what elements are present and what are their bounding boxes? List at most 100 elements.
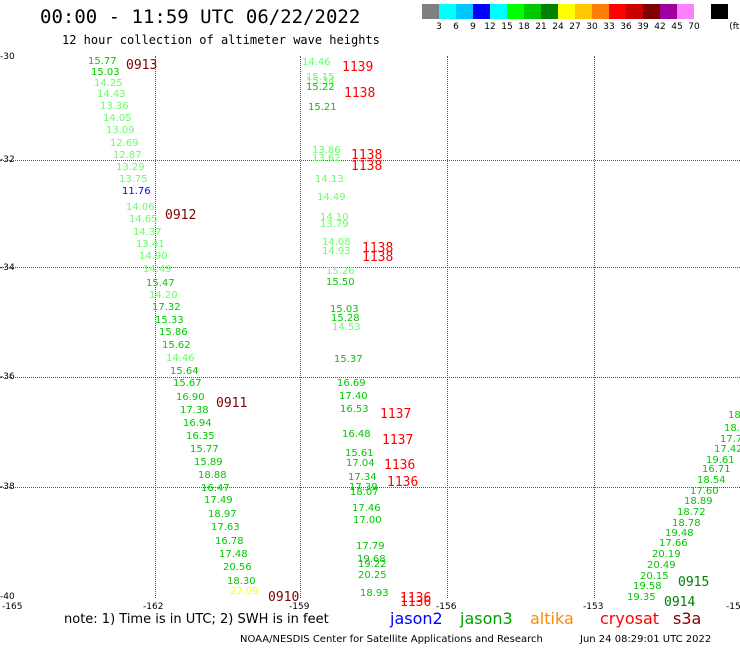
wave-height-value: 17.42 — [714, 444, 740, 455]
legend-swatch — [541, 4, 558, 19]
wave-height-value: 16.53 — [340, 404, 369, 415]
legend-label: 36 — [620, 22, 632, 32]
legend-label: 21 — [535, 22, 547, 32]
wave-height-value: 15.28 — [331, 313, 360, 324]
wave-height-value: 11.76 — [122, 186, 151, 197]
grid-line-horizontal — [0, 160, 740, 161]
wave-height-value: 16.35 — [186, 431, 215, 442]
wave-height-value: 13.36 — [100, 101, 129, 112]
track-time-label: 0910 — [268, 590, 300, 605]
wave-height-value: 19.68 — [357, 554, 386, 565]
lon-label: -153 — [583, 602, 604, 612]
wave-height-value: 18.30 — [227, 576, 256, 587]
legend-label: 18 — [518, 22, 530, 32]
wave-height-value: 18.88 — [198, 470, 227, 481]
track-time-label: 0914 — [664, 595, 696, 610]
wave-height-value: 16.47 — [201, 483, 230, 494]
satellite-name: jason2 — [390, 609, 443, 628]
wave-height-value: 16.71 — [702, 464, 731, 475]
legend-label: 45 — [671, 22, 683, 32]
track-time-label: 1138 — [351, 148, 383, 163]
track-time-label: 1137 — [380, 407, 412, 422]
wave-height-value: 16.69 — [337, 378, 366, 389]
wave-height-value: 18.72 — [677, 507, 706, 518]
legend-swatch — [592, 4, 609, 19]
legend-swatch — [456, 4, 473, 19]
wave-height-value: 15.77 — [88, 56, 117, 67]
lon-label: -162 — [143, 602, 164, 612]
lat-label: -38 — [0, 482, 15, 492]
wave-height-value: 15.61 — [345, 448, 374, 459]
wave-height-value: 18.89 — [684, 496, 713, 507]
legend-swatch — [677, 4, 694, 19]
grid-line-horizontal — [0, 377, 740, 378]
wave-height-value: 13.62 — [312, 153, 341, 164]
legend-swatch — [473, 4, 490, 19]
wave-height-value: 20.25 — [358, 570, 387, 581]
wave-height-value: 16.94 — [183, 418, 212, 429]
wave-height-value: 13.09 — [106, 125, 135, 136]
lon-label: -150 — [726, 602, 740, 612]
legend-label: 33 — [603, 22, 615, 32]
legend-label: 6 — [453, 22, 459, 32]
wave-height-value: 16.78 — [215, 536, 244, 547]
wave-height-value: 19.22 — [358, 559, 387, 570]
satellite-name: altika — [530, 609, 574, 628]
lat-label: -30 — [0, 52, 15, 62]
wave-height-value: 19.58 — [633, 581, 662, 592]
wave-height-value: 17.32 — [152, 302, 181, 313]
track-time-label: 0912 — [165, 208, 197, 223]
legend-swatch — [524, 4, 541, 19]
wave-height-value: 19.61 — [706, 455, 735, 466]
track-time-label: 1138 — [362, 241, 394, 256]
wave-height-value: 14.20 — [149, 290, 178, 301]
legend-label: 30 — [586, 22, 598, 32]
wave-height-value: 15.50 — [326, 277, 355, 288]
track-time-label: 0913 — [126, 58, 158, 73]
track-time-label: 1138 — [344, 86, 376, 101]
legend-label: 39 — [637, 22, 649, 32]
map-title: 00:00 - 11:59 UTC 06/22/2022 — [40, 6, 361, 28]
legend-swatch — [422, 4, 439, 19]
wave-height-value: 15.67 — [173, 378, 202, 389]
wave-height-value: 15.64 — [170, 366, 199, 377]
track-time-label: 0915 — [678, 575, 710, 590]
lat-label: -34 — [0, 263, 15, 273]
wave-height-value: 18.5 — [724, 423, 740, 434]
map-subtitle: 12 hour collection of altimeter wave hei… — [62, 33, 380, 47]
wave-height-value: 22.09 — [230, 586, 259, 597]
wave-height-value: 14.10 — [320, 212, 349, 223]
grid-line-vertical — [155, 56, 156, 598]
legend-swatch — [490, 4, 507, 19]
wave-height-value: 14.65 — [129, 214, 158, 225]
legend-swatch — [609, 4, 626, 19]
wave-height-value: 14.13 — [315, 174, 344, 185]
legend-swatch — [643, 4, 660, 19]
wave-height-value: 17.79 — [356, 541, 385, 552]
wave-height-value: 18.97 — [208, 509, 237, 520]
wave-height-value: 14.46 — [166, 353, 195, 364]
track-time-label: 1136 — [400, 595, 432, 610]
legend-swatch — [711, 4, 728, 19]
wave-height-value: 18.9 — [728, 410, 740, 421]
legend-swatch — [694, 4, 711, 19]
wave-height-value: 16.48 — [342, 429, 371, 440]
wave-height-value: 15.03 — [330, 304, 359, 315]
lon-label: -159 — [289, 602, 310, 612]
legend-label: 12 — [484, 22, 496, 32]
wave-height-value: 20.15 — [640, 571, 669, 582]
wave-height-value: 18.07 — [350, 487, 379, 498]
wave-height-value: 15.86 — [159, 327, 188, 338]
wave-height-value: 17.48 — [219, 549, 248, 560]
satellite-name: cryosat — [600, 609, 660, 628]
wave-height-value: 19.35 — [627, 592, 656, 603]
wave-height-value: 17.60 — [690, 486, 719, 497]
wave-height-value: 19.48 — [665, 528, 694, 539]
legend-label: 15 — [501, 22, 513, 32]
legend-label: 27 — [569, 22, 581, 32]
lat-label: -36 — [0, 372, 15, 382]
wave-height-value: 14.25 — [94, 78, 123, 89]
wave-height-value: 12.69 — [110, 138, 139, 149]
wave-height-value: 20.49 — [647, 560, 676, 571]
lon-label: -156 — [436, 602, 457, 612]
